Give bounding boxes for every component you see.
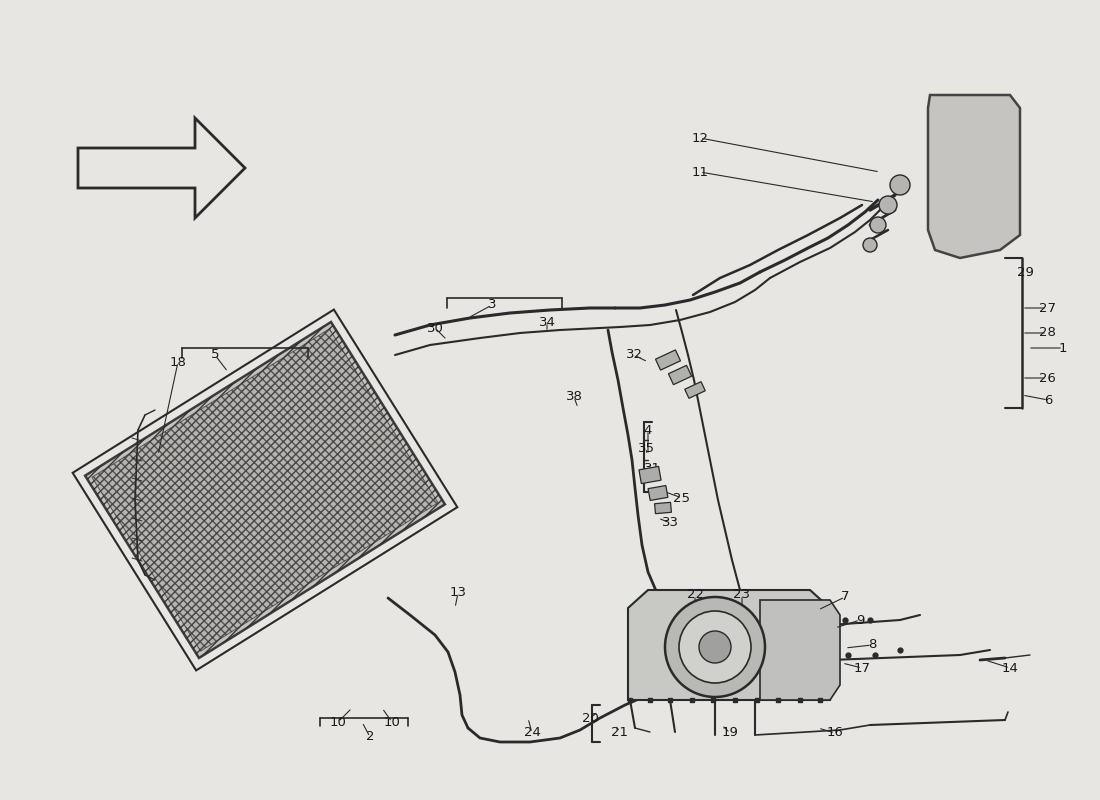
Text: 7: 7 [840,590,849,603]
Text: 8: 8 [868,638,877,651]
Polygon shape [656,350,681,370]
Text: 33: 33 [661,517,679,530]
Text: 16: 16 [826,726,844,739]
Text: 24: 24 [524,726,540,739]
Text: 18: 18 [169,355,186,369]
Polygon shape [684,382,705,398]
Polygon shape [648,486,668,501]
Circle shape [890,175,910,195]
Text: 11: 11 [692,166,708,178]
Text: 14: 14 [1002,662,1019,674]
Text: 21: 21 [612,726,628,738]
Text: 1: 1 [1058,342,1067,354]
Text: 30: 30 [427,322,443,334]
Text: 35: 35 [638,442,654,454]
Text: 4: 4 [644,423,652,437]
Text: 22: 22 [686,589,704,602]
Text: 29: 29 [1016,266,1033,278]
Polygon shape [85,322,444,658]
Text: 32: 32 [626,349,642,362]
Text: 31: 31 [644,462,660,474]
Polygon shape [669,366,692,385]
Polygon shape [628,590,830,700]
Text: 26: 26 [1038,371,1055,385]
Circle shape [870,217,886,233]
Text: 28: 28 [1038,326,1055,339]
Circle shape [864,238,877,252]
Text: 25: 25 [673,491,691,505]
Text: 10: 10 [384,715,400,729]
Text: 3: 3 [487,298,496,311]
Circle shape [698,631,732,663]
Text: 19: 19 [722,726,738,739]
Polygon shape [92,329,438,651]
Text: 6: 6 [1044,394,1053,406]
Text: 13: 13 [450,586,466,599]
Text: 23: 23 [734,589,750,602]
Text: 9: 9 [856,614,865,626]
Text: 17: 17 [854,662,870,674]
Text: 27: 27 [1038,302,1056,314]
Polygon shape [654,502,671,514]
Text: 34: 34 [539,315,556,329]
Polygon shape [78,118,245,218]
Text: 38: 38 [565,390,582,403]
Text: 2: 2 [365,730,374,743]
Circle shape [679,611,751,683]
Text: 20: 20 [582,711,598,725]
Polygon shape [928,95,1020,258]
Circle shape [879,196,896,214]
Polygon shape [639,466,661,484]
Text: 10: 10 [330,715,346,729]
Text: 12: 12 [692,131,708,145]
Text: 5: 5 [211,349,219,362]
Circle shape [666,597,764,697]
Polygon shape [760,600,840,700]
